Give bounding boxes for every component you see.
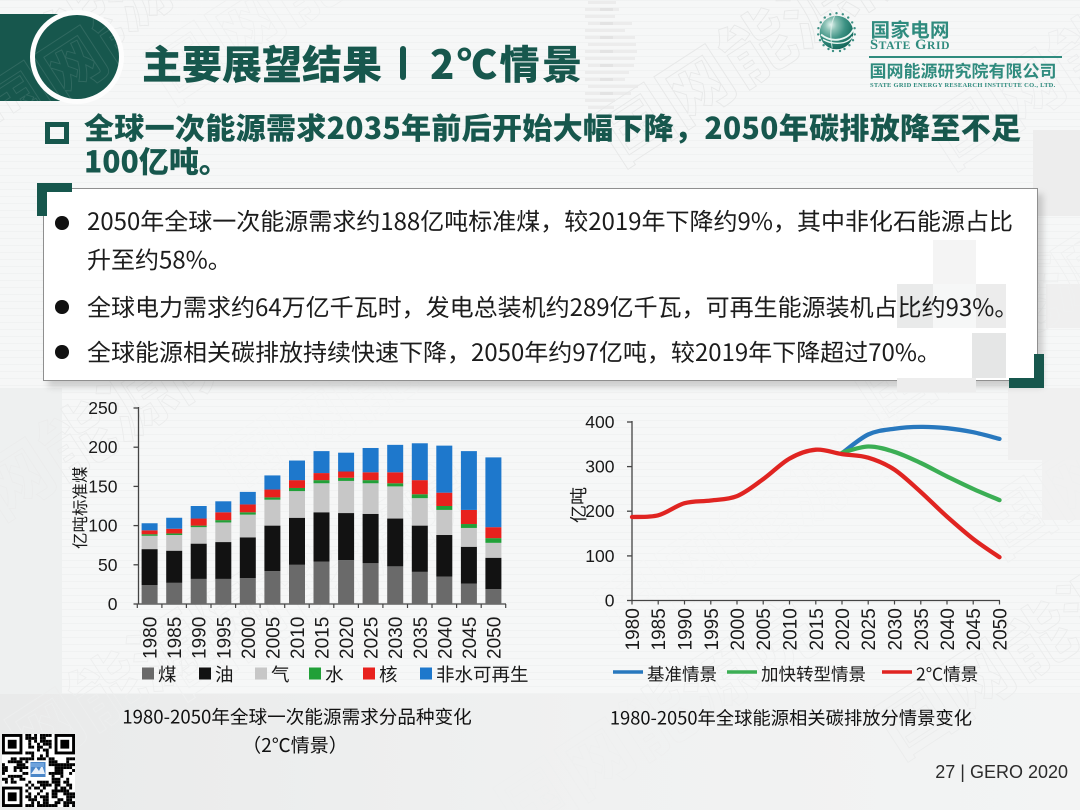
svg-text:1980: 1980 (623, 608, 644, 650)
svg-text:2050: 2050 (484, 617, 505, 659)
svg-text:2010: 2010 (781, 608, 802, 650)
svg-text:300: 300 (585, 457, 614, 477)
svg-text:2035: 2035 (912, 608, 933, 650)
svg-text:1995: 1995 (702, 608, 723, 650)
svg-text:2000: 2000 (728, 608, 749, 650)
svg-text:250: 250 (88, 398, 117, 418)
svg-text:2045: 2045 (460, 617, 481, 659)
svg-text:200: 200 (585, 501, 614, 521)
svg-text:1995: 1995 (214, 617, 235, 659)
svg-text:400: 400 (585, 412, 614, 432)
svg-text:2020: 2020 (833, 608, 854, 650)
svg-text:0: 0 (605, 591, 615, 611)
svg-text:2040: 2040 (435, 617, 456, 659)
svg-text:1990: 1990 (676, 608, 697, 650)
svg-text:2015: 2015 (313, 617, 334, 659)
svg-text:2030: 2030 (386, 617, 407, 659)
svg-text:2020: 2020 (337, 617, 358, 659)
svg-text:1985: 1985 (649, 608, 670, 650)
svg-text:2050: 2050 (991, 608, 1012, 650)
svg-text:1985: 1985 (165, 617, 186, 659)
svg-text:0: 0 (108, 594, 118, 614)
svg-text:2030: 2030 (886, 608, 907, 650)
svg-text:1980: 1980 (141, 617, 162, 659)
svg-text:2025: 2025 (859, 608, 880, 650)
svg-text:2045: 2045 (964, 608, 985, 650)
svg-text:200: 200 (88, 437, 117, 457)
svg-text:2005: 2005 (754, 608, 775, 650)
svg-text:2000: 2000 (239, 617, 260, 659)
svg-text:150: 150 (88, 476, 117, 496)
svg-text:2040: 2040 (938, 608, 959, 650)
svg-text:50: 50 (98, 555, 118, 575)
svg-text:1990: 1990 (190, 617, 211, 659)
svg-text:2005: 2005 (263, 617, 284, 659)
svg-text:100: 100 (585, 546, 614, 566)
svg-text:2035: 2035 (411, 617, 432, 659)
svg-text:2010: 2010 (288, 617, 309, 659)
svg-text:2015: 2015 (807, 608, 828, 650)
svg-text:2025: 2025 (362, 617, 383, 659)
svg-text:100: 100 (88, 516, 117, 536)
